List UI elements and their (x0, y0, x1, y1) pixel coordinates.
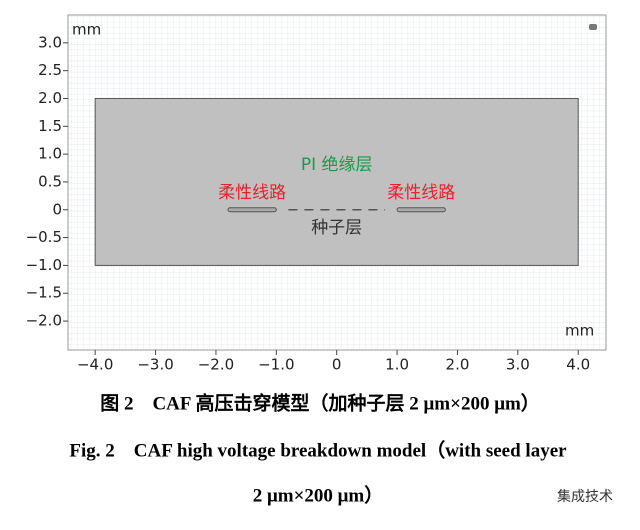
y-tick-label: −1.0 (26, 256, 62, 274)
y-tick-label: 1.0 (38, 145, 62, 163)
watermark: 集成技术 (557, 488, 613, 505)
y-tick-label: −0.5 (26, 228, 62, 246)
x-tick-label: 2.0 (446, 356, 470, 374)
trace (227, 207, 277, 213)
y-tick-label: 2.0 (38, 89, 62, 107)
pi-layer (94, 97, 579, 266)
y-tick-label: 0 (52, 200, 62, 218)
y-tick-label: −1.5 (26, 284, 62, 302)
x-tick-label: 0 (332, 356, 342, 374)
caption-en-2: 2 μm×200 μm） (253, 483, 384, 506)
x-tick-label: 1.0 (385, 356, 409, 374)
corner-icon (589, 24, 597, 30)
x-tick-label: −3.0 (137, 356, 173, 374)
y-tick-label: 0.5 (38, 172, 62, 190)
x-unit: mm (565, 322, 594, 340)
y-tick-label: 1.5 (38, 117, 62, 135)
pi-label: PI 绝缘层 (301, 155, 373, 175)
trace-label: 柔性线路 (218, 183, 286, 203)
x-tick-label: 4.0 (566, 356, 590, 374)
caption-en-1: Fig. 2 CAF high voltage breakdown model（… (69, 438, 567, 461)
y-unit: mm (72, 21, 101, 39)
x-tick-label: −4.0 (77, 356, 113, 374)
caption-cn: 图 2 CAF 高压击穿模型（加种子层 2 μm×200 μm） (100, 391, 540, 414)
trace-label: 柔性线路 (387, 183, 455, 203)
y-tick-label: −2.0 (26, 312, 62, 330)
y-tick-label: 3.0 (38, 33, 62, 51)
x-tick-label: −1.0 (258, 356, 294, 374)
x-tick-label: −2.0 (198, 356, 234, 374)
trace (396, 207, 446, 213)
seed-label: 种子层 (311, 218, 362, 238)
x-tick-label: 3.0 (506, 356, 530, 374)
y-tick-label: 2.5 (38, 61, 62, 79)
